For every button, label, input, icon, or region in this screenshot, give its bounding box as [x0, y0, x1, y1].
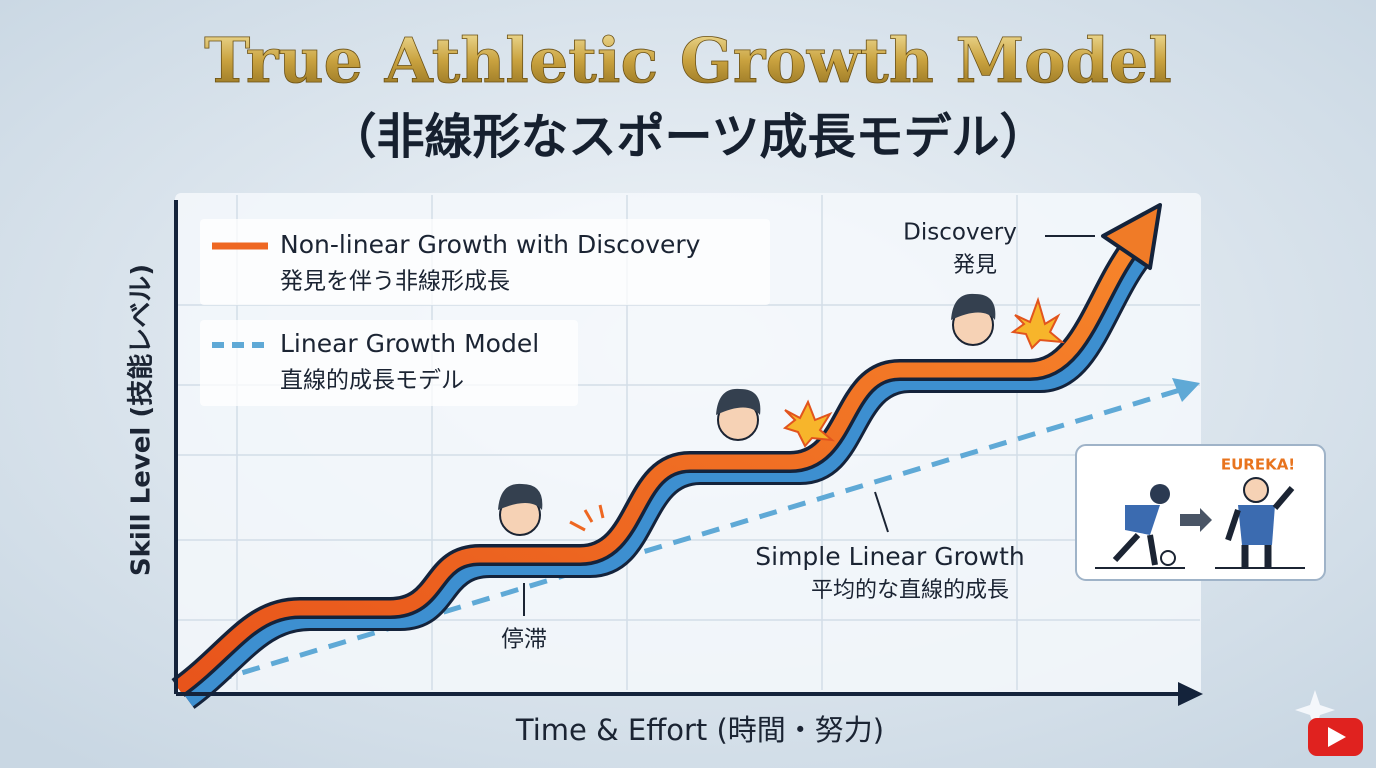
y-axis-label: Skill Level (技能レベル) — [126, 264, 157, 576]
shape — [951, 293, 996, 320]
shape — [1150, 484, 1170, 504]
curve-blue — [183, 255, 1147, 707]
face — [716, 388, 761, 441]
x-axis-label: Time & Effort (時間・努力) — [515, 713, 884, 747]
spark — [1010, 296, 1066, 350]
shape — [1243, 477, 1269, 503]
linear-arrowhead — [1172, 378, 1200, 402]
shape — [498, 483, 543, 510]
shape — [569, 520, 586, 532]
annotation: 発見 — [953, 253, 997, 278]
player-bent — [1095, 484, 1185, 569]
subtitle: （非線形なスポーツ成長モデル） — [328, 109, 1047, 165]
face — [498, 483, 543, 536]
curve-shadow — [181, 253, 1149, 709]
face — [951, 293, 996, 346]
legend-label: Linear Growth Model — [280, 329, 539, 358]
play-triangle — [1328, 727, 1346, 747]
annotation: 停滞 — [501, 627, 547, 653]
shape — [716, 388, 761, 415]
shape — [1225, 509, 1241, 541]
curve-arrowhead — [1101, 203, 1162, 270]
shape — [1112, 532, 1158, 566]
annotation: Discovery — [903, 220, 1017, 246]
legend-box — [200, 320, 578, 406]
eureka-text: EUREKA! — [1221, 456, 1295, 474]
legend-box — [200, 219, 770, 305]
x-axis-arrow — [1178, 682, 1203, 706]
annotation: Simple Linear Growth — [755, 542, 1024, 571]
spark — [782, 399, 836, 448]
annotation: 平均的な直線的成長 — [811, 578, 1009, 603]
sparkle-icon — [1295, 690, 1335, 730]
shape — [598, 504, 605, 519]
player-cheer — [1215, 477, 1305, 569]
shape — [1272, 486, 1295, 510]
shape — [583, 509, 594, 523]
legend-sublabel: 直線的成長モデル — [280, 368, 464, 394]
linear-line — [184, 387, 1181, 693]
spark — [569, 504, 605, 532]
shape — [1238, 505, 1275, 545]
shape — [1160, 550, 1176, 566]
legend-sublabel: 発見を伴う非線形成長 — [280, 269, 510, 295]
shape — [1241, 545, 1272, 567]
shape — [1125, 505, 1160, 535]
title: True Athletic Growth Model — [204, 24, 1172, 97]
leader-line — [874, 491, 889, 533]
legend-label: Non-linear Growth with Discovery — [280, 230, 701, 259]
eureka-arrow — [1180, 508, 1212, 532]
curve-orange — [173, 243, 1137, 695]
